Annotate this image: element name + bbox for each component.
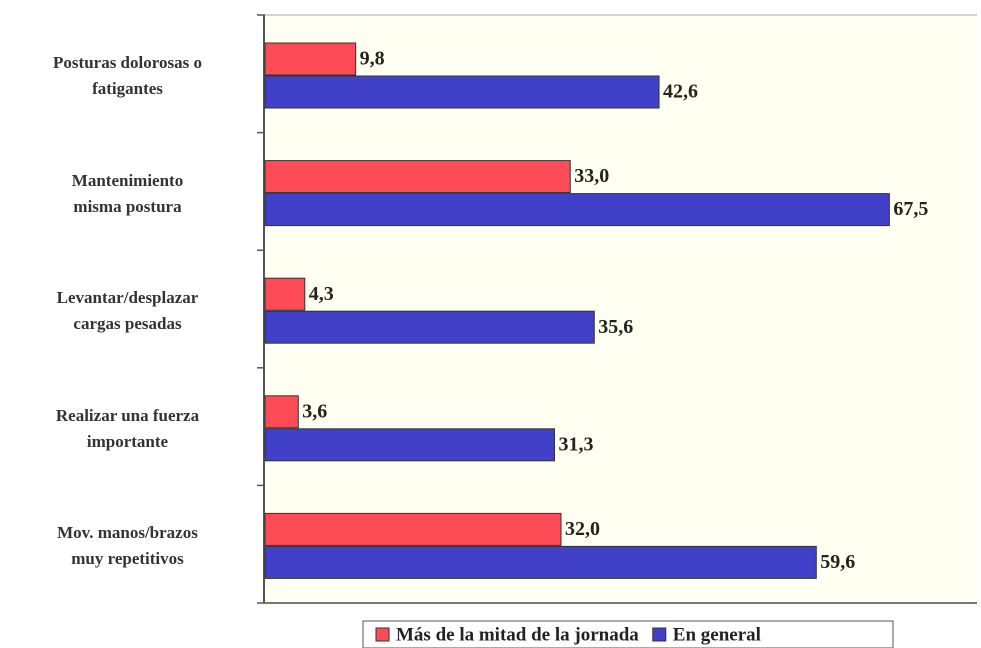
value-label: 67,5 xyxy=(893,198,928,220)
value-label: 35,6 xyxy=(598,316,633,338)
legend-swatch xyxy=(652,627,667,642)
value-label: 4,3 xyxy=(309,283,334,305)
bar xyxy=(264,310,595,344)
category-label: Mantenimiento misma postura xyxy=(71,170,184,216)
legend-box xyxy=(362,620,894,648)
plot-area xyxy=(265,15,977,603)
category-label: Levantar/desplazar cargas pesadas xyxy=(56,288,199,334)
category-label: Mov. manos/brazos muy repetitivos xyxy=(57,523,198,569)
value-label: 59,6 xyxy=(820,551,855,573)
bar xyxy=(264,42,357,76)
legend-swatch xyxy=(375,627,390,642)
value-label: 32,0 xyxy=(565,518,600,540)
bar xyxy=(264,428,556,462)
value-label: 42,6 xyxy=(663,81,698,103)
value-label: 9,8 xyxy=(360,48,385,70)
value-label: 31,3 xyxy=(559,433,594,455)
bar xyxy=(264,277,306,311)
value-label: 3,6 xyxy=(302,400,327,422)
value-label: 33,0 xyxy=(574,165,609,187)
bar xyxy=(264,395,299,429)
category-label: Posturas dolorosas o fatigantes xyxy=(53,53,202,98)
bar xyxy=(264,512,562,546)
bar xyxy=(264,75,660,109)
bar xyxy=(264,545,817,579)
bar xyxy=(264,160,571,194)
bar xyxy=(264,193,890,227)
legend-label: Más de la mitad de la jornada xyxy=(396,624,639,645)
legend-label: En general xyxy=(673,624,761,645)
category-label: Realizar una fuerza importante xyxy=(55,405,200,451)
